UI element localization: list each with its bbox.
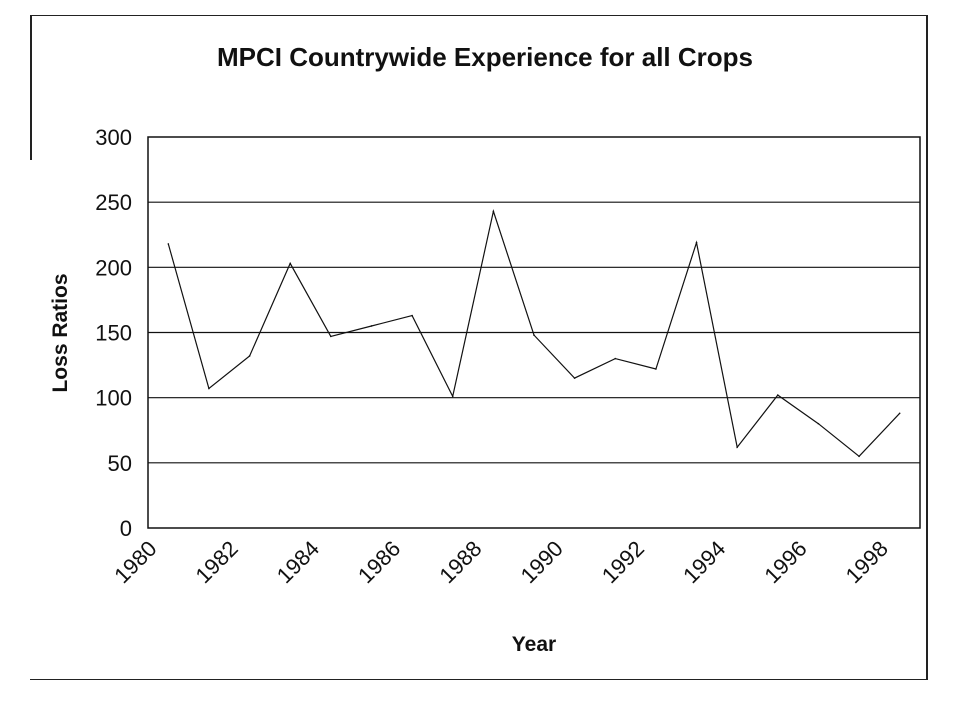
y-tick-labels: 0 50 100 150 200 250 300: [95, 125, 132, 541]
x-tick-label: 1982: [191, 536, 243, 588]
x-tick-label: 1986: [353, 536, 405, 588]
x-tick-label: 1996: [759, 536, 811, 588]
data-point: [655, 368, 657, 370]
data-points: [167, 210, 901, 458]
y-tick-label: 250: [95, 190, 132, 215]
data-point: [248, 355, 251, 357]
x-tick-label: 1990: [516, 536, 568, 588]
data-point: [858, 455, 860, 458]
y-tick-label: 150: [95, 321, 132, 346]
x-tick-label: 1984: [272, 536, 324, 588]
grid-lines: [148, 201, 920, 464]
x-tick-label: 1994: [678, 536, 730, 588]
data-point: [451, 395, 454, 398]
chart-frame: [30, 15, 928, 680]
x-tick-label: 1980: [109, 536, 161, 588]
x-tick-label: 1992: [597, 536, 649, 588]
data-point: [695, 241, 698, 244]
x-tick-label: 1998: [841, 536, 893, 588]
y-tick-label: 0: [120, 516, 132, 541]
data-point: [776, 394, 779, 396]
data-point: [370, 325, 373, 327]
data-point: [533, 334, 535, 336]
x-axis-title: Year: [512, 633, 556, 656]
data-point: [208, 387, 210, 390]
data-point: [167, 243, 170, 245]
data-point: [898, 412, 901, 415]
y-tick-label: 100: [95, 386, 132, 411]
data-point: [573, 377, 576, 379]
data-point: [492, 210, 495, 213]
y-tick-label: 200: [95, 255, 132, 280]
x-tick-label: 1988: [434, 536, 486, 588]
y-tick-label: 50: [108, 451, 132, 476]
series-line: [167, 209, 901, 458]
data-point: [289, 262, 292, 265]
data-point: [817, 422, 820, 425]
y-tick-label: 300: [95, 125, 132, 150]
data-point: [736, 446, 738, 448]
y-axis-title: Loss Ratios: [49, 273, 72, 392]
data-point: [614, 357, 617, 360]
x-tick-labels: 1980 1982 1984 1986 1988 1990 1992 1994 1996 1998: [109, 536, 893, 588]
frame-left-edge: [30, 15, 32, 160]
data-point: [330, 335, 332, 338]
chart-title: MPCI Countrywide Experience for all Crop…: [217, 42, 753, 72]
data-point: [411, 314, 413, 317]
